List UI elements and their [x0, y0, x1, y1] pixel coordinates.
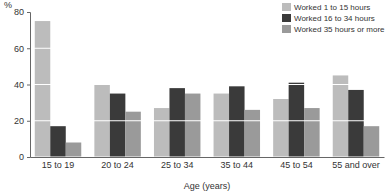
bar	[273, 99, 288, 157]
y-tick: 40	[14, 80, 30, 90]
x-axis-title: Age (years)	[184, 181, 231, 191]
grid-line	[30, 157, 384, 158]
bar	[50, 126, 65, 157]
y-tick-label: 20	[14, 116, 24, 126]
y-tick-label: 60	[14, 44, 24, 54]
bar	[348, 90, 363, 157]
bar	[333, 75, 348, 157]
x-tick-label: 20 to 24	[101, 160, 134, 170]
bar	[229, 86, 244, 157]
y-tick-mark	[27, 157, 30, 158]
x-tick: 45 to 54	[280, 157, 313, 170]
y-tick: 60	[14, 44, 30, 54]
x-tick: 35 to 44	[221, 157, 254, 170]
bar	[185, 94, 200, 157]
bar	[214, 94, 229, 157]
x-tick-label: 45 to 54	[280, 160, 313, 170]
legend-label: Worked 16 to 34 hours	[294, 14, 375, 23]
bar	[110, 94, 125, 157]
bars	[35, 21, 379, 157]
bar	[66, 143, 81, 158]
bar	[364, 126, 379, 157]
x-tick: 25 to 34	[161, 157, 194, 170]
x-tick-label: 25 to 34	[161, 160, 194, 170]
y-tick-label: 0	[19, 152, 24, 162]
x-axis-line	[31, 157, 385, 158]
bar	[35, 21, 50, 157]
y-tick-label: 40	[14, 80, 24, 90]
x-tick-label: 35 to 44	[221, 160, 254, 170]
y-tick: 80	[14, 7, 30, 17]
plot: 0 20 40 60 80 15 to 19 20 to 24 25 to 34 35 to 4…	[14, 7, 385, 170]
y-tick-label: 80	[14, 7, 24, 17]
y-axis: 0 20 40 60 80	[14, 7, 31, 162]
grid-line	[30, 120, 384, 121]
bar	[304, 108, 319, 157]
y-tick-mark	[27, 48, 30, 49]
legend-item: Worked 35 hours or more	[282, 25, 385, 34]
grid-line	[30, 84, 384, 85]
legend-swatch	[282, 25, 291, 33]
legend-label: Worked 1 to 15 hours	[294, 3, 370, 12]
grid-line	[30, 48, 384, 49]
y-tick-mark	[27, 85, 30, 86]
legend-item: Worked 16 to 34 hours	[282, 14, 375, 23]
y-axis-title: %	[4, 0, 12, 10]
legend: Worked 1 to 15 hours Worked 16 to 34 hour…	[282, 3, 385, 34]
y-axis-line	[27, 13, 31, 158]
legend-item: Worked 1 to 15 hours	[282, 3, 370, 12]
y-tick-mark	[27, 121, 30, 122]
chart: 0 20 40 60 80 15 to 19 20 to 24 25 to 34 35 to 4…	[0, 0, 388, 195]
y-tick: 0	[19, 152, 30, 162]
legend-label: Worked 35 hours or more	[294, 25, 385, 34]
bar	[154, 108, 169, 157]
bar	[169, 88, 184, 157]
bar	[289, 83, 304, 157]
legend-swatch	[282, 3, 291, 11]
x-tick: 15 to 19	[42, 157, 75, 170]
bar	[245, 110, 260, 157]
x-tick-label: 15 to 19	[42, 160, 75, 170]
x-tick: 20 to 24	[101, 157, 134, 170]
bar	[125, 112, 140, 157]
x-tick-label: 55 and over	[332, 160, 380, 170]
y-tick-mark	[27, 12, 30, 13]
y-tick: 20	[14, 116, 30, 126]
legend-swatch	[282, 14, 291, 22]
x-axis: 15 to 19 20 to 24 25 to 34 35 to 44 45 to 54…	[31, 157, 385, 170]
x-tick: 55 and over	[332, 157, 380, 170]
